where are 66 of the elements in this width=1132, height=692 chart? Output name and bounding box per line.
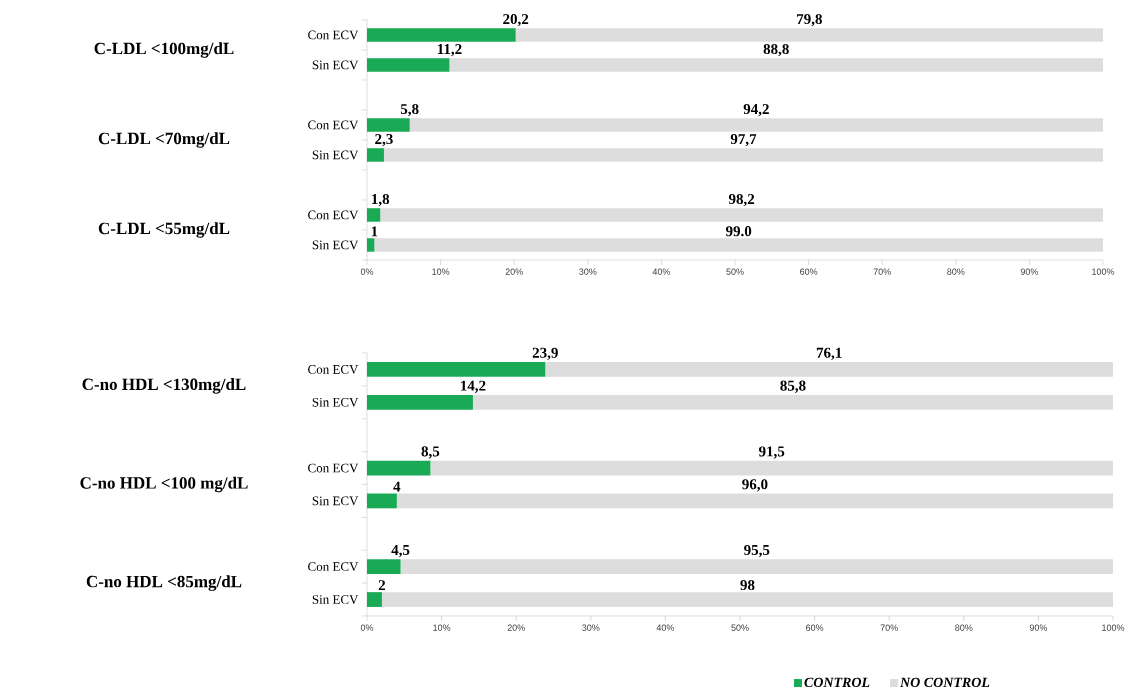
data-label: 5,8 [400,103,419,117]
x-tick-label: 40% [656,624,675,631]
data-label: 96,0 [742,479,768,492]
y-tick-label: Con ECV [308,463,359,473]
y-tick-label: Con ECV [308,30,359,40]
data-label: 23,9 [532,347,558,361]
data-label: 97,7 [730,134,757,147]
data-label: 99.0 [725,226,752,237]
data-label: 1,8 [372,193,390,207]
x-tick-label: 0% [360,268,374,275]
data-label: 20,2 [503,13,529,27]
x-tick-label: 10% [432,268,450,275]
x-tick-label: 100% [1102,624,1125,631]
y-tick-label: Con ECV [308,562,359,572]
legend-label: CONTROL [804,677,870,688]
x-tick-label: 50% [726,268,744,275]
data-label: 11,2 [437,44,462,57]
y-tick-label: Con ECV [308,365,359,374]
y-tick-label: Sin ECV [312,150,359,160]
x-tick-label: 60% [806,624,824,631]
data-label: 94,2 [743,104,769,117]
x-tick-label: 100% [1092,268,1115,275]
y-tick-label: Sin ECV [312,397,359,407]
x-tick-label: 70% [880,624,898,631]
x-tick-label: 40% [652,268,671,275]
x-tick-label: 60% [800,268,818,275]
data-label: 79,8 [797,13,822,27]
data-label: 91,5 [758,446,785,459]
y-tick-label: Sin ECV [312,496,359,506]
data-label: 2,3 [375,134,393,147]
data-label: 14,2 [461,380,486,393]
y-tick-label: Sin ECV [312,240,359,250]
text: C-no HDL <85mg/dL [86,575,242,591]
text: C-LDL <70mg/dL [98,132,230,148]
data-label: 76,1 [816,347,842,361]
x-tick-label: 10% [433,624,451,631]
text: C-LDL <55mg/dL [98,222,230,238]
data-label: 88,8 [763,43,789,57]
data-label: 8,5 [421,446,440,459]
x-tick-label: 90% [1020,268,1039,275]
data-label: 4,5 [391,545,410,558]
data-label: 98 [740,580,755,591]
text: C-no HDL <100 mg/dL [80,476,248,493]
legend-label: NO CONTROL [899,677,990,688]
data-label: 1 [371,226,378,237]
x-tick-label: 50% [731,624,749,631]
data-label: 4 [393,481,401,492]
x-tick-label: 80% [955,624,973,631]
y-tick-label: Con ECV [308,120,359,130]
x-tick-label: 80% [947,268,965,275]
x-tick-label: 20% [505,268,523,275]
text: C-no HDL <130mg/dL [82,378,246,394]
x-tick-label: 30% [582,624,600,631]
y-tick-label: Sin ECV [312,60,359,70]
y-tick-label: Sin ECV [312,595,359,604]
x-tick-label: 30% [579,268,597,275]
x-tick-label: 90% [1029,624,1048,631]
data-label: 98,2 [728,193,755,207]
data-label: 95,5 [744,545,770,558]
x-tick-label: 20% [507,624,525,631]
data-label: 2 [378,580,386,591]
y-tick-label: Con ECV [308,210,359,220]
data-label: 85,8 [780,380,806,393]
x-tick-label: 0% [360,624,374,631]
x-tick-label: 70% [873,268,891,275]
text: C-LDL <100mg/dL [94,42,234,58]
